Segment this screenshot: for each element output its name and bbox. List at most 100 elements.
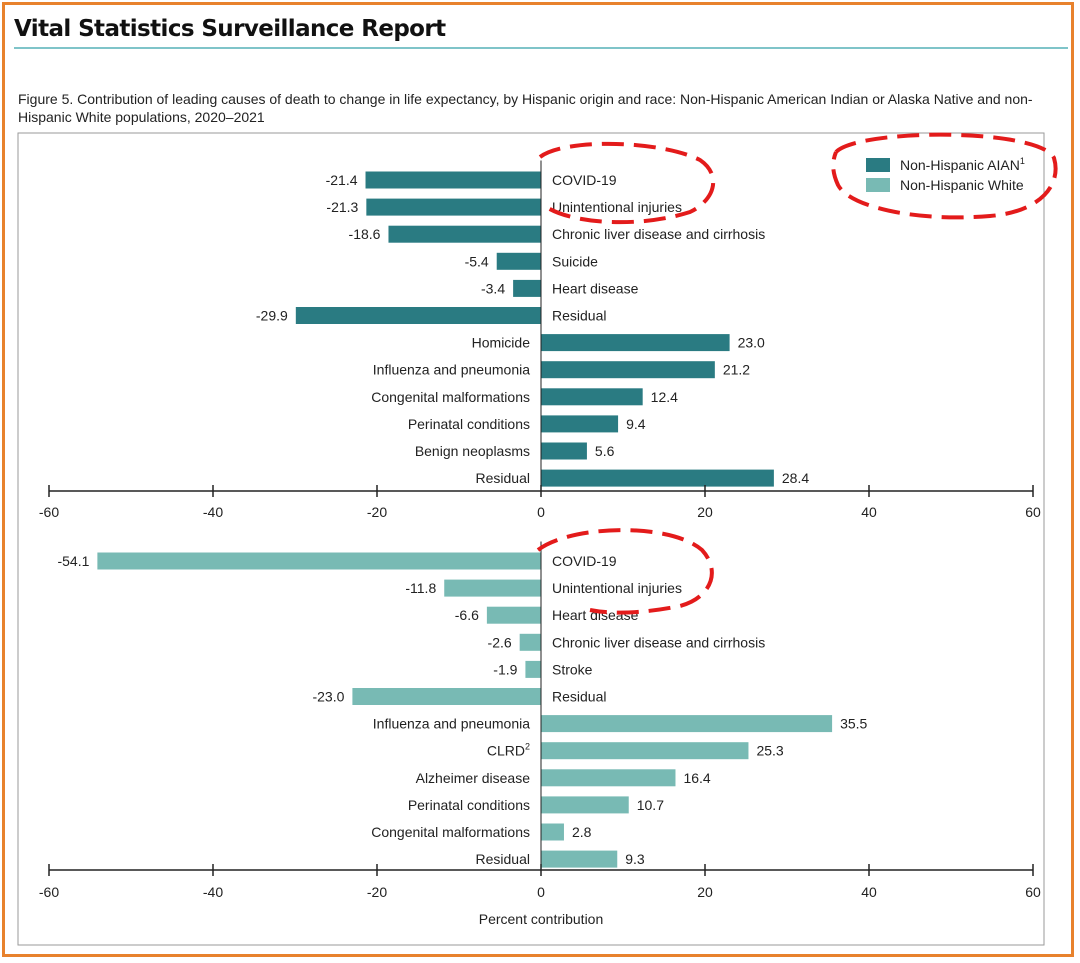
bar-10 <box>541 796 629 814</box>
panel-2: -54.1 COVID-19 -11.8 Unintentional injuries… <box>39 541 1041 927</box>
x-tick-label: 20 <box>697 504 713 520</box>
value-label: 2.8 <box>572 824 592 840</box>
bar-9 <box>541 388 643 406</box>
bar-11 <box>541 823 564 841</box>
category-label: Residual <box>476 851 530 867</box>
category-label: Benign neoplasms <box>415 443 530 459</box>
category-label: COVID-19 <box>552 172 617 188</box>
value-label: -2.6 <box>488 634 512 650</box>
value-label: 9.3 <box>625 851 645 867</box>
bar-4 <box>496 252 541 270</box>
category-label: Residual <box>476 470 530 486</box>
value-label: -21.4 <box>326 172 358 188</box>
legend-label-1: Non-Hispanic AIAN1 <box>900 156 1025 173</box>
category-label: Chronic liver disease and cirrhosis <box>552 226 765 242</box>
value-label: 28.4 <box>782 470 809 486</box>
value-label: -3.4 <box>481 280 505 296</box>
x-tick-label: 60 <box>1025 884 1041 900</box>
bar-9 <box>541 769 676 787</box>
value-label: 35.5 <box>840 716 867 732</box>
x-tick-label: 0 <box>537 884 545 900</box>
category-label: Residual <box>552 308 606 324</box>
x-tick-label: 60 <box>1025 504 1041 520</box>
value-label: 10.7 <box>637 797 664 813</box>
x-tick-label: -20 <box>367 504 387 520</box>
category-label: Suicide <box>552 253 598 269</box>
legend-swatch-1 <box>866 158 890 172</box>
bar-7 <box>541 715 833 733</box>
bar-1 <box>97 552 541 570</box>
bar-4 <box>519 633 541 651</box>
annotation-ellipse-top-categories <box>538 141 716 225</box>
bar-6 <box>295 307 541 324</box>
chart-frame <box>17 132 1045 946</box>
value-label: 23.0 <box>738 335 765 351</box>
x-tick-label: 20 <box>697 884 713 900</box>
x-tick-label: -20 <box>367 884 387 900</box>
x-tick-label: 40 <box>861 504 877 520</box>
value-label: 5.6 <box>595 443 615 459</box>
bar-3 <box>388 225 541 243</box>
bar-6 <box>352 688 541 705</box>
x-tick-label: 0 <box>537 504 545 520</box>
title-divider <box>14 47 1068 49</box>
category-label: CLRD2 <box>487 742 530 759</box>
category-label: Perinatal conditions <box>408 797 530 813</box>
value-label: 16.4 <box>683 770 710 786</box>
bar-7 <box>541 334 730 352</box>
value-label: 25.3 <box>756 743 783 759</box>
annotation-group <box>536 132 1058 615</box>
bar-5 <box>525 660 541 678</box>
bar-5 <box>513 279 541 297</box>
legend-label-2: Non-Hispanic White <box>900 177 1024 193</box>
category-label: Chronic liver disease and cirrhosis <box>552 634 765 650</box>
value-label: 9.4 <box>626 416 646 432</box>
panel-1: -21.4 COVID-19 -21.3 Unintentional injuries… <box>39 160 1041 520</box>
bar-3 <box>486 606 541 624</box>
bar-8 <box>541 361 715 379</box>
category-label: Congenital malformations <box>371 389 530 405</box>
bar-10 <box>541 415 619 433</box>
bar-11 <box>541 442 587 460</box>
annotation-ellipse-legend <box>831 132 1058 220</box>
value-label: -23.0 <box>312 689 344 705</box>
category-label: Influenza and pneumonia <box>373 362 530 378</box>
x-tick-label: -40 <box>203 884 223 900</box>
report-title: Vital Statistics Surveillance Report <box>14 16 446 42</box>
x-axis-label: Percent contribution <box>479 911 604 927</box>
bar-2 <box>444 579 541 597</box>
value-label: -6.6 <box>455 607 479 623</box>
value-label: 12.4 <box>651 389 678 405</box>
legend-swatch-2 <box>866 178 890 192</box>
bar-1 <box>365 171 541 189</box>
value-label: -11.8 <box>405 580 436 596</box>
category-label: Alzheimer disease <box>416 770 531 786</box>
x-tick-label: -40 <box>203 504 223 520</box>
value-label: -1.9 <box>493 661 517 677</box>
category-label: COVID-19 <box>552 553 617 569</box>
value-label: 21.2 <box>723 362 750 378</box>
category-label: Homicide <box>472 335 531 351</box>
value-label: -5.4 <box>465 253 489 269</box>
figure-caption: Figure 5. Contribution of leading causes… <box>18 91 1033 125</box>
category-label: Perinatal conditions <box>408 416 530 432</box>
x-tick-label: 40 <box>861 884 877 900</box>
annotation-ellipse-bottom-categories <box>536 528 714 615</box>
x-tick-label: -60 <box>39 884 59 900</box>
value-label: -18.6 <box>349 226 381 242</box>
value-label: -54.1 <box>57 553 89 569</box>
chart-panels: -21.4 COVID-19 -21.3 Unintentional injuries… <box>39 160 1041 927</box>
bar-12 <box>541 469 774 487</box>
value-label: -29.9 <box>256 308 288 324</box>
value-label: -21.3 <box>326 199 358 215</box>
category-label: Influenza and pneumonia <box>373 716 530 732</box>
legend: Non-Hispanic AIAN1 Non-Hispanic White <box>866 156 1025 193</box>
bar-2 <box>366 198 541 216</box>
category-label: Stroke <box>552 661 593 677</box>
bar-8 <box>541 742 749 760</box>
category-label: Congenital malformations <box>371 824 530 840</box>
category-label: Heart disease <box>552 280 639 296</box>
x-tick-label: -60 <box>39 504 59 520</box>
